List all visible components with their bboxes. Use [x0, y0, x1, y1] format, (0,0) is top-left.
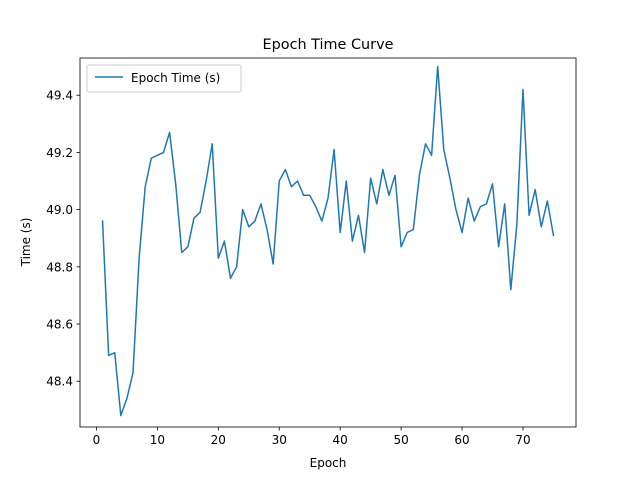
- y-tick-label: 49.0: [46, 203, 73, 217]
- x-axis-label: Epoch: [310, 456, 347, 470]
- y-tick-label: 48.8: [46, 260, 73, 274]
- plot-area: [101, 65, 555, 417]
- y-tick-label: 49.4: [46, 89, 73, 103]
- y-tick-label: 49.2: [46, 146, 73, 160]
- x-tick-label: 40: [333, 433, 348, 447]
- x-tick-label: 20: [211, 433, 226, 447]
- legend: Epoch Time (s): [86, 64, 242, 93]
- plot-frame: [79, 57, 577, 428]
- y-tick-label: 48.6: [46, 318, 73, 332]
- x-tick-label: 50: [393, 433, 408, 447]
- chart-title: Epoch Time Curve: [263, 37, 394, 53]
- x-tick-label: 30: [272, 433, 287, 447]
- y-tick-label: 48.4: [46, 375, 73, 389]
- y-axis-label: Time (s): [19, 218, 33, 268]
- x-axis: 0 10 20 30 40 50 60 70: [93, 427, 531, 447]
- legend-label: Epoch Time (s): [131, 71, 220, 85]
- x-tick-label: 10: [150, 433, 165, 447]
- legend-box: [86, 64, 242, 93]
- series-line-epoch-time: [101, 65, 555, 417]
- x-tick-label: 70: [515, 433, 530, 447]
- x-tick-label: 0: [93, 433, 101, 447]
- x-tick-label: 60: [454, 433, 469, 447]
- y-axis: 48.4 48.6 48.8 49.0 49.2 49.4: [46, 89, 80, 389]
